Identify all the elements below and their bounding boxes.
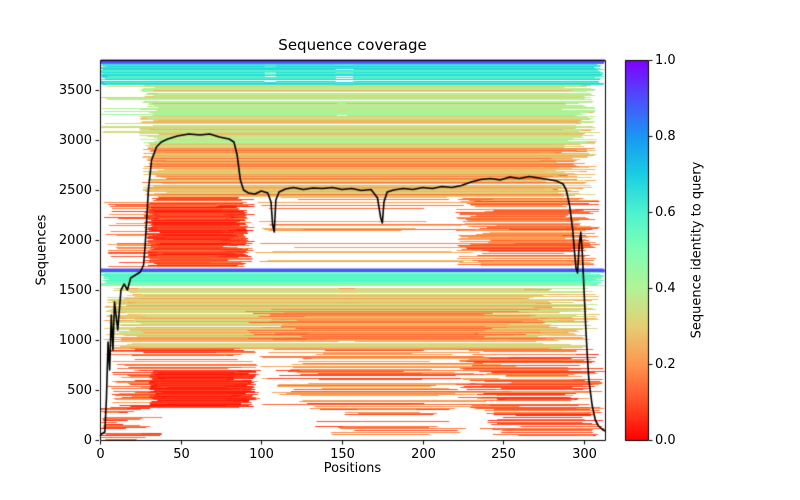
colorbar-label: Sequence identity to query bbox=[689, 161, 705, 339]
x-axis-label: Positions bbox=[323, 461, 382, 476]
colorbar-tick-label: 0.4 bbox=[655, 280, 676, 296]
x-tick-label: 100 bbox=[249, 447, 274, 462]
x-tick-label: 250 bbox=[491, 447, 516, 462]
colorbar-tick-label: 0.8 bbox=[655, 128, 676, 144]
colorbar-tick-label: 0.2 bbox=[655, 356, 676, 372]
y-tick-label: 0 bbox=[83, 432, 92, 448]
chart-title: Sequence coverage bbox=[278, 36, 427, 54]
colorbar-tick-label: 1.0 bbox=[655, 52, 676, 68]
y-tick-label: 3000 bbox=[58, 132, 92, 148]
y-tick-label: 1000 bbox=[58, 332, 92, 348]
colorbar-tick-label: 0.0 bbox=[655, 432, 676, 448]
x-tick-label: 300 bbox=[572, 447, 597, 462]
y-tick-label: 500 bbox=[67, 382, 92, 398]
y-tick-label: 2500 bbox=[58, 182, 92, 198]
y-axis-label: Sequences bbox=[34, 214, 50, 286]
y-tick-label: 2000 bbox=[58, 232, 92, 248]
y-tick-label: 3500 bbox=[58, 82, 92, 98]
x-tick-label: 50 bbox=[173, 447, 190, 462]
colorbar-tick-label: 0.6 bbox=[655, 204, 676, 220]
y-tick-label: 1500 bbox=[58, 282, 92, 298]
x-tick-label: 200 bbox=[411, 447, 436, 462]
x-tick-label: 150 bbox=[330, 447, 355, 462]
x-tick-label: 0 bbox=[96, 447, 105, 462]
